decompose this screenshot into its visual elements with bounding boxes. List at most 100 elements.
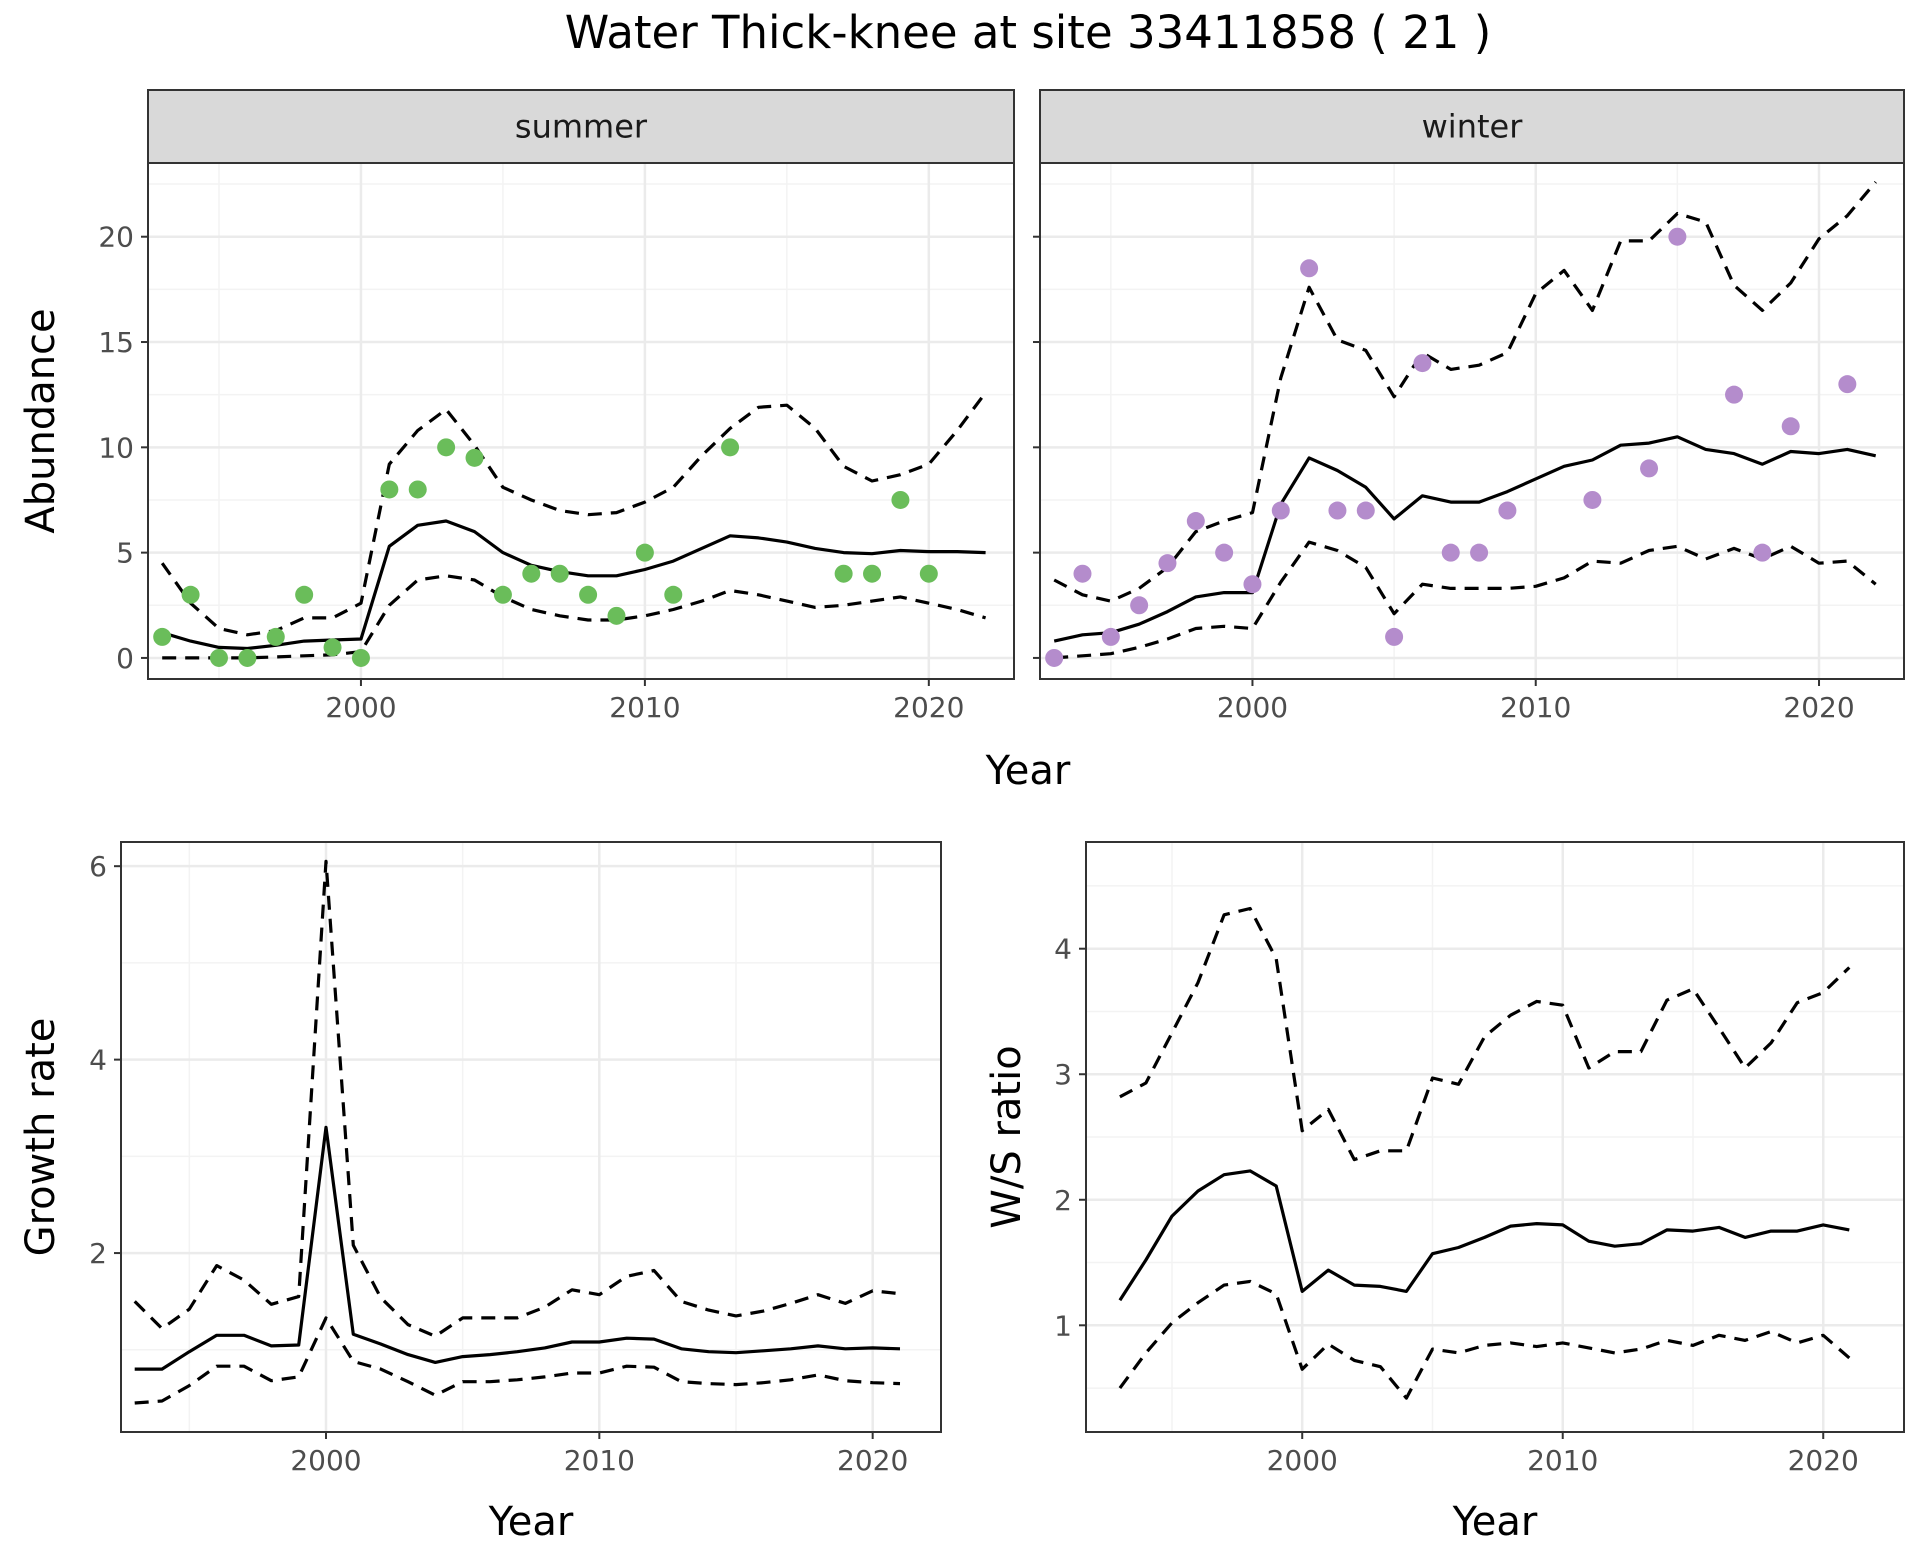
x-tick-label: 2000 bbox=[325, 691, 396, 724]
x-tick-label: 2020 bbox=[1783, 691, 1854, 724]
observed-point bbox=[1470, 543, 1489, 562]
observed-point bbox=[863, 564, 882, 583]
y-tick-label: 3 bbox=[1054, 1058, 1072, 1091]
panel-ws-ratio: 2000 2010 2020 1 2 3 4 Year W/S ratio bbox=[984, 841, 1905, 1545]
facet-strip-label: winter bbox=[1422, 108, 1524, 146]
observed-point bbox=[1356, 501, 1375, 520]
figure-title: Water Thick-knee at site 33411858 ( 21 ) bbox=[565, 6, 1492, 59]
observed-point bbox=[1328, 501, 1347, 520]
panel-winter: winter 2000 2010 2020 bbox=[1033, 89, 1905, 724]
observed-point bbox=[266, 627, 285, 646]
observed-point bbox=[1668, 227, 1687, 246]
observed-point bbox=[1441, 543, 1460, 562]
observed-point bbox=[607, 606, 626, 625]
observed-point bbox=[209, 648, 228, 667]
observed-point bbox=[153, 627, 172, 646]
observed-point bbox=[1073, 564, 1092, 583]
series-line-upper bbox=[160, 391, 987, 637]
observed-point bbox=[1413, 354, 1432, 373]
x-tick-label: 2020 bbox=[893, 691, 964, 724]
observed-point bbox=[1498, 501, 1517, 520]
observed-point bbox=[1838, 375, 1857, 394]
observed-point bbox=[493, 585, 512, 604]
y-tick-label: 2 bbox=[1054, 1184, 1072, 1217]
y-tick-label: 2 bbox=[89, 1237, 107, 1270]
y-tick-label: 15 bbox=[98, 326, 134, 359]
facet-strip bbox=[147, 89, 1015, 164]
x-axis-title: Year bbox=[488, 1499, 574, 1545]
x-tick-label: 2000 bbox=[1217, 691, 1288, 724]
panel-summer: summer 2000 2010 2020 0 5 10 15 20 Year Abundance bbox=[18, 89, 1071, 794]
x-tick-label: 2020 bbox=[1788, 1444, 1859, 1477]
observed-point bbox=[1640, 459, 1659, 478]
observed-point bbox=[834, 564, 853, 583]
observed-point bbox=[1186, 512, 1205, 531]
observed-point bbox=[1583, 490, 1602, 509]
y-tick-label: 5 bbox=[116, 537, 134, 570]
observed-point bbox=[408, 480, 427, 499]
observed-point bbox=[1271, 501, 1290, 520]
observed-point bbox=[1725, 385, 1744, 404]
panel-border bbox=[120, 841, 942, 1433]
y-tick-label: 1 bbox=[1054, 1309, 1072, 1342]
x-tick-label: 2010 bbox=[564, 1444, 635, 1477]
series-line-estimate bbox=[1118, 1169, 1850, 1302]
observed-point bbox=[721, 438, 740, 457]
y-tick-label: 20 bbox=[98, 221, 134, 254]
y-tick-label: 4 bbox=[89, 1044, 107, 1077]
facet-strip-label: summer bbox=[515, 108, 648, 146]
observed-point bbox=[437, 438, 456, 457]
observed-point bbox=[522, 564, 541, 583]
observed-point bbox=[579, 585, 598, 604]
series-line-lower bbox=[134, 1316, 901, 1405]
series-line-estimate bbox=[134, 1125, 901, 1371]
observed-point bbox=[351, 648, 370, 667]
x-tick-label: 2000 bbox=[1267, 1444, 1338, 1477]
observed-point bbox=[1781, 417, 1800, 436]
panel-background bbox=[1040, 163, 1904, 679]
series-line-upper bbox=[133, 859, 901, 1338]
observed-point bbox=[181, 585, 200, 604]
observed-point bbox=[1130, 596, 1149, 615]
observed-point bbox=[1158, 554, 1177, 573]
observed-point bbox=[1300, 259, 1319, 278]
series-line-upper bbox=[1119, 906, 1851, 1162]
observed-point bbox=[465, 448, 484, 467]
series-line-lower bbox=[162, 574, 987, 660]
y-tick-label: 10 bbox=[98, 431, 134, 464]
panel-background bbox=[148, 163, 1014, 679]
observed-point bbox=[891, 490, 910, 509]
observed-point bbox=[635, 543, 654, 562]
plot-area: summer 2000 2010 2020 0 5 10 15 20 Year Abundance w… bbox=[18, 89, 1905, 1545]
series-line-estimate bbox=[1053, 435, 1877, 643]
observed-point bbox=[238, 648, 257, 667]
observed-point bbox=[1753, 543, 1772, 562]
observed-point bbox=[1243, 575, 1262, 594]
y-axis-title: Growth rate bbox=[18, 1018, 64, 1257]
x-tick-label: 2010 bbox=[1500, 691, 1571, 724]
y-tick-label: 0 bbox=[116, 642, 134, 675]
observed-point bbox=[1045, 648, 1064, 667]
x-tick-label: 2000 bbox=[290, 1444, 361, 1477]
panel-growth: 2000 2010 2020 2 4 6 Year Growth rate bbox=[18, 841, 942, 1545]
observed-point bbox=[1385, 627, 1404, 646]
y-axis-title: Abundance bbox=[18, 308, 64, 533]
x-tick-label: 2010 bbox=[1527, 1444, 1598, 1477]
panel-border bbox=[1085, 841, 1905, 1433]
observed-point bbox=[550, 564, 569, 583]
y-tick-label: 6 bbox=[89, 850, 107, 883]
observed-point bbox=[1215, 543, 1234, 562]
x-axis-title: Year bbox=[1452, 1499, 1538, 1545]
series-line-upper bbox=[1053, 180, 1877, 603]
x-axis-title: Year bbox=[985, 748, 1071, 794]
observed-point bbox=[664, 585, 683, 604]
observed-point bbox=[380, 480, 399, 499]
facet-strip bbox=[1039, 89, 1905, 164]
panel-background bbox=[121, 842, 941, 1432]
y-tick-label: 4 bbox=[1054, 933, 1072, 966]
series-line-lower bbox=[1118, 1279, 1851, 1400]
x-tick-label: 2010 bbox=[609, 691, 680, 724]
y-axis-title: W/S ratio bbox=[984, 1045, 1030, 1228]
observed-point bbox=[295, 585, 314, 604]
